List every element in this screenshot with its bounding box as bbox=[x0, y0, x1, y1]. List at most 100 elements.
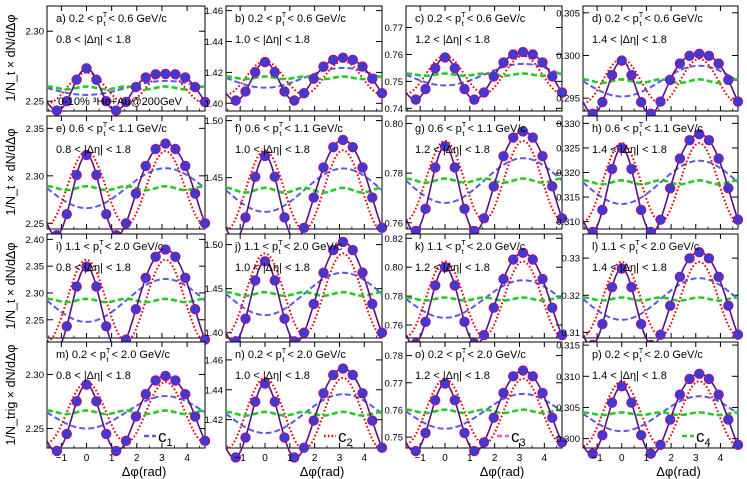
data-point bbox=[547, 71, 558, 82]
data-point bbox=[597, 318, 608, 330]
panel-pt-tail: < 2.0 GeV/c bbox=[464, 349, 526, 361]
data-point bbox=[347, 54, 358, 66]
panel-pt-label: l) 1.1 < pT t < 2.0 GeV/c bbox=[592, 238, 700, 256]
x-axis-title: Δφ(rad) bbox=[480, 464, 525, 479]
y-tick-label: 0.315 bbox=[556, 193, 580, 204]
data-point bbox=[298, 442, 310, 453]
data-point bbox=[527, 49, 538, 60]
x-tick-label: 4 bbox=[184, 453, 190, 464]
panel-pt-tail: < 2.0 GeV/c bbox=[638, 241, 700, 253]
legend-c1: c1 bbox=[144, 427, 173, 449]
data-point bbox=[140, 272, 151, 284]
y-tick-label: 0.74 bbox=[385, 104, 404, 115]
y-tick-label: 2.40 bbox=[26, 235, 45, 246]
data-point bbox=[250, 396, 261, 407]
data-point bbox=[289, 452, 300, 463]
panel-pt-label: d) 0.2 < pT t < 0.6 GeV/c bbox=[592, 10, 703, 28]
y-axis-title: 1/N_t × dN/dΔφ bbox=[4, 243, 18, 330]
data-point bbox=[347, 244, 358, 256]
data-point bbox=[606, 397, 618, 408]
data-point bbox=[259, 150, 271, 162]
panel-i: 2.252.302.352.40i) 1.1 < pT t < 2.0 GeV/c… bbox=[26, 233, 211, 355]
data-point bbox=[259, 378, 271, 389]
y-tick-label: 1.40 bbox=[205, 328, 224, 339]
c1-curve bbox=[46, 167, 206, 210]
data-point bbox=[308, 415, 319, 426]
pt-superscript: T bbox=[279, 120, 284, 129]
data-point bbox=[732, 96, 744, 107]
y-tick-label: 1.45 bbox=[205, 173, 224, 184]
panel-pt-prefix: p) 0.2 < p bbox=[592, 349, 639, 361]
data-point bbox=[337, 134, 349, 146]
panel-deta-label: 0.8 < |Δη| < 1.8 bbox=[56, 144, 131, 156]
x-tick-label: 0 bbox=[84, 453, 90, 464]
data-point bbox=[420, 83, 431, 95]
legend-subscript: 3 bbox=[520, 437, 526, 449]
pt-subscript: t bbox=[462, 19, 465, 28]
pt-superscript: T bbox=[461, 10, 466, 19]
y-tick-label: 1.44 bbox=[205, 37, 224, 48]
data-point bbox=[308, 192, 319, 203]
pt-subscript: t bbox=[100, 247, 103, 256]
data-point bbox=[713, 58, 724, 69]
panel-pt-label: c) 0.2 < pT t < 0.6 GeV/c bbox=[415, 10, 526, 28]
data-point bbox=[160, 370, 171, 382]
data-point bbox=[664, 300, 676, 311]
panel-deta-label: 1.0 < |Δη| < 1.8 bbox=[235, 370, 310, 382]
y-tick-label: 1.44 bbox=[205, 385, 224, 396]
data-point bbox=[250, 275, 261, 286]
data-point bbox=[189, 304, 201, 315]
data-point bbox=[488, 71, 499, 82]
data-point bbox=[357, 267, 368, 278]
c4-curve bbox=[225, 75, 383, 81]
data-point bbox=[626, 281, 637, 293]
data-point bbox=[517, 247, 529, 258]
x-tick-label: 4 bbox=[362, 453, 368, 464]
y-axis-title: 1/N_t × dN/dΔφ bbox=[4, 15, 18, 102]
y-tick-label: 0.330 bbox=[556, 119, 580, 130]
panel-m: 2.25 2.30 m) 0.2 < pT t < 2.0 GeV/c 0.8 < |Δ… bbox=[26, 341, 211, 479]
data-point bbox=[537, 57, 548, 68]
pt-superscript: T bbox=[106, 346, 111, 355]
data-point bbox=[298, 88, 310, 99]
data-point bbox=[61, 209, 72, 220]
data-point bbox=[537, 273, 548, 285]
y-tick-label: 1.50 bbox=[205, 240, 224, 251]
data-point bbox=[674, 271, 686, 283]
panel-deta-label: 1.4 < |Δη| < 1.8 bbox=[592, 370, 667, 382]
data-point bbox=[230, 452, 241, 463]
x-tick-label: 3 bbox=[693, 453, 699, 464]
data-point bbox=[279, 432, 290, 443]
data-point bbox=[449, 63, 460, 74]
pt-subscript: t bbox=[636, 247, 639, 256]
y-tick-label: 0.295 bbox=[556, 94, 580, 105]
data-point bbox=[420, 427, 431, 439]
panel-pt-tail: < 1.1 GeV/c bbox=[641, 123, 703, 135]
x-tick-label: 2 bbox=[668, 453, 674, 464]
data-point bbox=[459, 316, 470, 328]
y-tick-label: 0.300 bbox=[556, 434, 580, 445]
data-point bbox=[160, 68, 171, 80]
pt-superscript: T bbox=[462, 120, 467, 129]
data-point bbox=[664, 414, 676, 425]
data-point bbox=[140, 388, 151, 400]
y-tick-label: 0.310 bbox=[556, 372, 580, 383]
data-point bbox=[478, 329, 490, 341]
panel-pt-prefix: f) 0.6 < p bbox=[235, 123, 279, 135]
data-point bbox=[347, 141, 358, 153]
data-point bbox=[279, 86, 290, 97]
x-tick-label: 3 bbox=[517, 453, 523, 464]
data-point bbox=[150, 375, 161, 386]
y-tick-label: 0.78 bbox=[385, 292, 404, 303]
panel-c: 0.74 0.75 0.76 0.77 c) 0.2 < pT t < 0.6 GeV/c… bbox=[385, 5, 568, 115]
c1-curve bbox=[405, 157, 563, 204]
data-point bbox=[527, 371, 538, 382]
data-point bbox=[367, 73, 378, 84]
c1-curve bbox=[405, 392, 563, 430]
data-point bbox=[547, 181, 558, 192]
y-tick-label: 2.30 bbox=[26, 171, 45, 182]
panel-deta-label: 1.2 < |Δη| < 1.8 bbox=[415, 262, 490, 274]
data-point bbox=[170, 375, 181, 386]
data-point bbox=[713, 153, 724, 164]
